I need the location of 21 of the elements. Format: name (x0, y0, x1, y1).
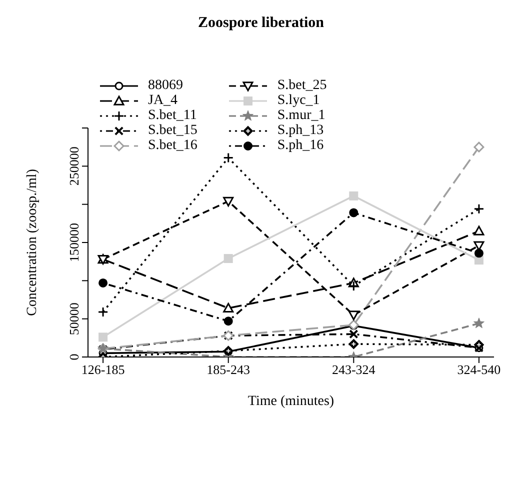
legend-label: S.bet_25 (277, 78, 327, 94)
y-tick-label: 0 (66, 354, 82, 360)
x-tick-label: 324-540 (457, 362, 501, 378)
legend-label: S.ph_13 (277, 122, 324, 138)
y-tick-label: 150000 (66, 223, 82, 262)
x-tick-label: 243-324 (332, 362, 376, 378)
y-tick-label: 50000 (66, 302, 82, 336)
y-axis-title: Concentration (zoosp./ml) (24, 168, 40, 316)
legend-label: S.ph_16 (277, 138, 324, 154)
legend-label: 88069 (148, 78, 183, 94)
y-tick-label: 250000 (66, 146, 82, 186)
legend-label: S.bet_15 (148, 122, 198, 138)
legend-label: S.bet_11 (148, 108, 197, 124)
x-axis-title: Time (minutes) (248, 394, 334, 409)
legend-label: JA_4 (148, 92, 178, 108)
x-tick-label: 185-243 (206, 362, 250, 378)
legend-label: S.mur_1 (277, 108, 326, 124)
legend-label: S.lyc_1 (277, 92, 320, 108)
legend-label: S.bet_16 (148, 138, 198, 154)
chart-title: Zoospore liberation (197, 14, 325, 33)
x-tick-label: 126-185 (81, 362, 125, 378)
